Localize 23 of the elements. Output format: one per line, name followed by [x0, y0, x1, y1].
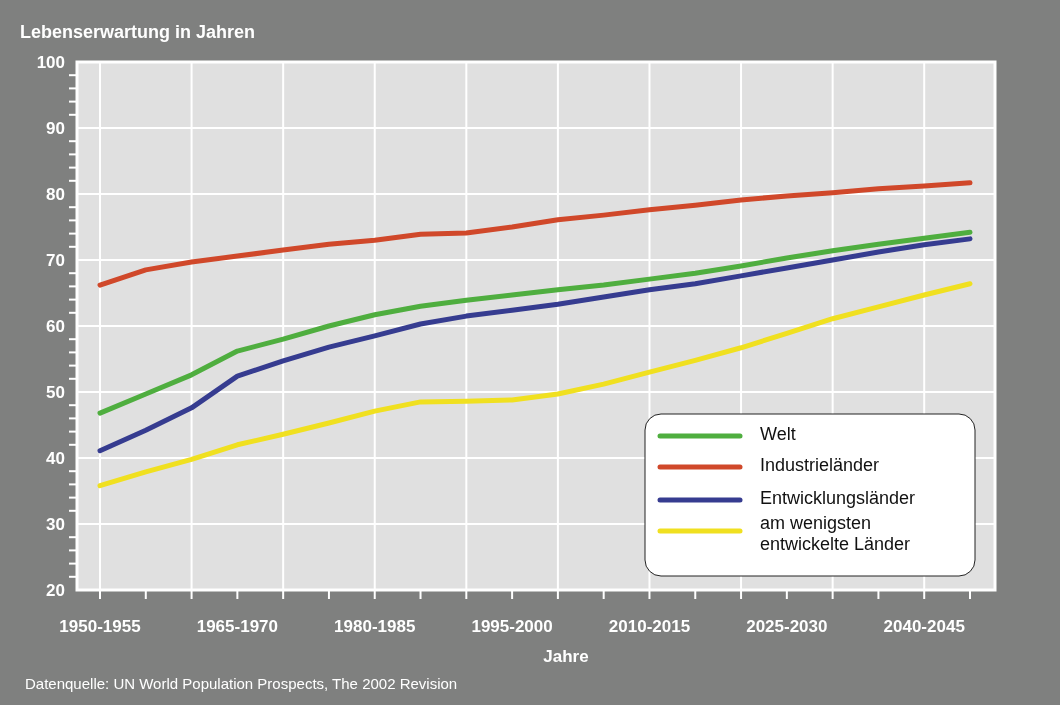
legend-label: Welt [760, 424, 796, 444]
y-tick-label: 30 [46, 514, 65, 534]
x-tick-label: 2010-2015 [608, 617, 691, 636]
y-tick-label: 90 [46, 118, 65, 138]
x-tick-label: 2025-2030 [746, 617, 828, 636]
text: Datenquelle: UN World Population Prospects, The 2002 Revision [25, 675, 458, 692]
legend-label: Industrieländer [760, 455, 880, 475]
x-tick-label: 1950-1955 [59, 617, 141, 636]
y-tick-label: 80 [46, 184, 65, 204]
x-tick-label: 1965-1970 [196, 617, 279, 636]
legend-label: am wenigsten entwickelte Länder [760, 513, 911, 554]
y-tick-label: 50 [46, 382, 65, 402]
y-tick-label: 40 [46, 448, 65, 468]
x-tick-label: 1995-2000 [471, 617, 553, 636]
x-axis-title: Jahre [543, 647, 589, 666]
legend-label: Entwicklungsländer [760, 488, 916, 508]
x-tick-label: 1980-1985 [334, 617, 416, 636]
y-tick-label: 100 [36, 52, 65, 72]
y-tick-label: 70 [46, 250, 65, 270]
chart-title: Lebenserwartung in Jahren [20, 22, 256, 42]
x-tick-label: 2040-2045 [883, 617, 965, 636]
y-tick-label: 60 [46, 316, 65, 336]
y-tick-label: 20 [46, 580, 65, 600]
